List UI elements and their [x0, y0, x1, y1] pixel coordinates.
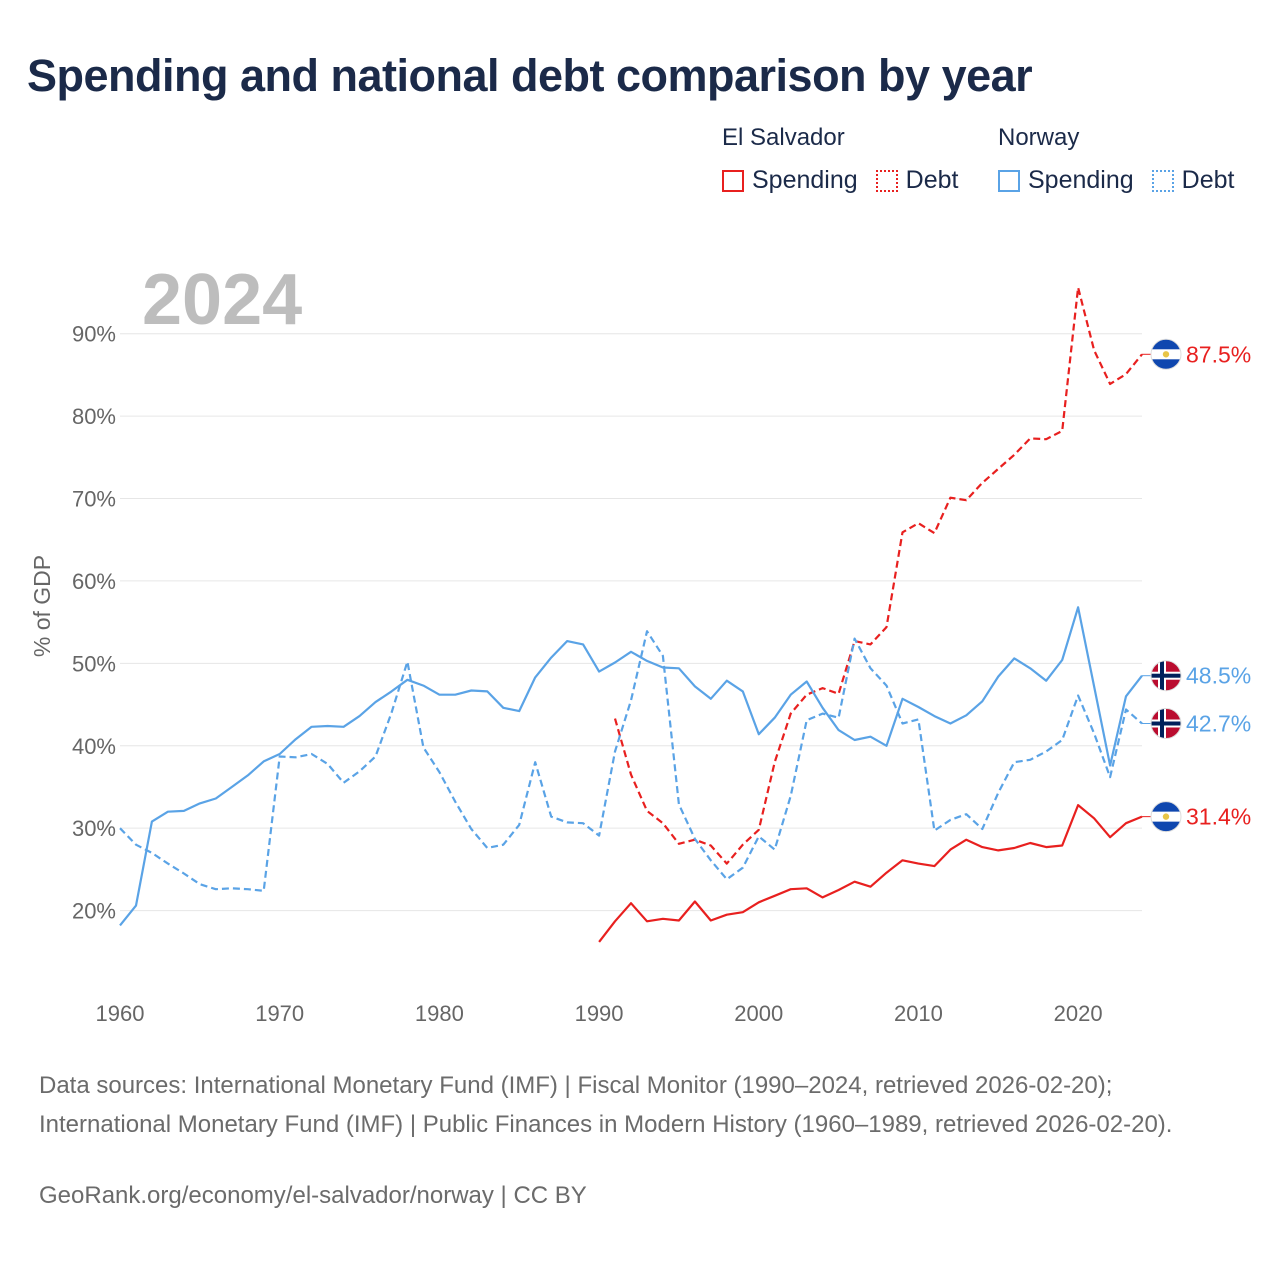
y-tick-label: 70% — [72, 487, 116, 512]
legend-item-label: Debt — [905, 166, 959, 194]
legend-item-norway-spending[interactable]: Spending — [998, 166, 1134, 195]
end-labels: 87.5% 48.5% 42.7% 31.4% — [1142, 338, 1251, 833]
legend-item-label: Debt — [1181, 166, 1235, 194]
series-line-el-salvador-debt[interactable] — [613, 286, 1143, 865]
y-tick-label: 30% — [72, 816, 116, 841]
year-watermark: 2024 — [142, 260, 302, 340]
series-lines — [119, 286, 1143, 943]
series-line-norway-spending[interactable] — [119, 606, 1143, 927]
legend-item-label: Spending — [1028, 166, 1134, 194]
x-tick-label: 1980 — [415, 1001, 464, 1026]
series-line-el-salvador-spending[interactable] — [598, 803, 1143, 943]
norway-flag-icon — [1150, 660, 1182, 692]
y-tick-label: 80% — [72, 404, 116, 429]
legend-item-norway-debt[interactable]: Debt — [1151, 166, 1235, 195]
end-value-label: 31.4% — [1186, 804, 1251, 830]
y-tick-label: 90% — [72, 322, 116, 347]
x-tick-label: 2020 — [1054, 1001, 1103, 1026]
x-tick-label: 2010 — [894, 1001, 943, 1026]
end-value-label: 42.7% — [1186, 711, 1251, 737]
credit-link[interactable]: GeoRank.org/economy/el-salvador/norway |… — [39, 1182, 587, 1209]
chart-title: Spending and national debt comparison by… — [27, 50, 1033, 101]
legend-swatch-solid-blue — [998, 169, 1020, 192]
legend-swatch-solid-red — [722, 169, 744, 192]
legend-group-name: Norway — [998, 124, 1080, 151]
legend-group-name: El Salvador — [722, 124, 845, 151]
legend-group-el-salvador: El Salvador Spending Debt — [722, 124, 976, 195]
end-value-label: 87.5% — [1186, 341, 1251, 367]
legend-swatch-dotted-red — [875, 169, 898, 192]
x-tick-label: 1970 — [255, 1001, 304, 1026]
legend-item-label: Spending — [752, 166, 858, 194]
y-axis-label: % of GDP — [29, 555, 55, 657]
end-value-label: 48.5% — [1186, 663, 1251, 689]
legend-item-el-salvador-spending[interactable]: Spending — [722, 166, 858, 195]
norway-flag-icon — [1150, 708, 1182, 740]
y-tick-label: 20% — [72, 899, 116, 924]
y-axis-ticks: 20% 30% 40% 50% 60% 70% 80% 90% — [72, 322, 116, 924]
data-sources: Data sources: International Monetary Fun… — [39, 1072, 1173, 1138]
x-tick-label: 1990 — [575, 1001, 624, 1026]
y-tick-label: 50% — [72, 651, 116, 676]
el-salvador-flag-icon — [1150, 338, 1182, 370]
x-axis-ticks: 1960 1970 1980 1990 2000 2010 2020 — [96, 1001, 1103, 1026]
y-tick-label: 40% — [72, 734, 116, 759]
legend-group-norway: Norway Spending Debt — [998, 124, 1252, 195]
line-chart: 2024 20%30%40%50%60%70%80%90% 1960 1970 19… — [29, 260, 1251, 1026]
series-line-norway-debt[interactable] — [119, 630, 1143, 892]
el-salvador-flag-icon — [1150, 801, 1182, 833]
legend-swatch-dotted-blue — [1151, 169, 1174, 192]
x-tick-label: 2000 — [734, 1001, 783, 1026]
gridlines — [120, 333, 1142, 912]
y-tick-label: 60% — [72, 569, 116, 594]
x-tick-label: 1960 — [96, 1001, 145, 1026]
legend-item-el-salvador-debt[interactable]: Debt — [875, 166, 959, 195]
